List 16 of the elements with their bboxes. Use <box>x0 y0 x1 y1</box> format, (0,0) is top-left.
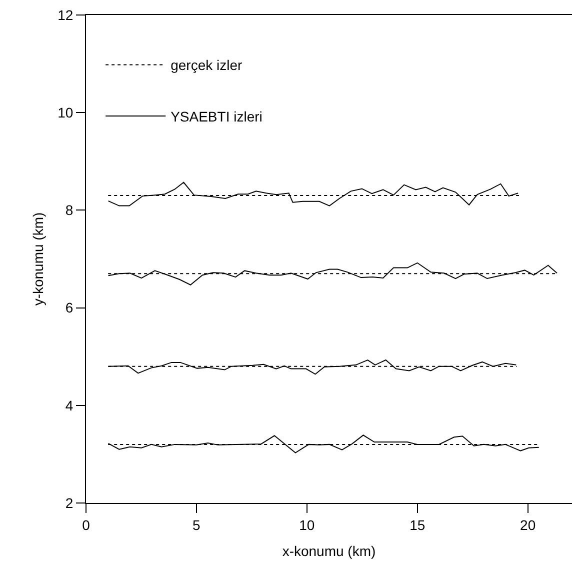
y-tick-label: 8 <box>65 202 74 218</box>
y-tick-label: 6 <box>65 300 74 316</box>
y-axis-title: y-konumu (km) <box>30 212 46 306</box>
x-tick-label: 15 <box>410 516 426 533</box>
x-axis-title: x-konumu (km) <box>282 543 376 560</box>
x-tick-label: 0 <box>82 516 90 533</box>
line-series <box>108 182 519 206</box>
y-tick-label: 10 <box>58 104 74 120</box>
x-tick-label: 20 <box>520 516 536 533</box>
y-tick-label: 12 <box>58 6 74 23</box>
legend-label: YSAEBTI izleri <box>170 108 262 124</box>
x-tick-label: 10 <box>299 516 315 533</box>
y-tick-label: 4 <box>65 397 74 414</box>
x-tick-label: 5 <box>192 516 201 533</box>
legend-label: gerçek izler <box>170 57 242 74</box>
y-tick-label: 2 <box>65 494 74 511</box>
